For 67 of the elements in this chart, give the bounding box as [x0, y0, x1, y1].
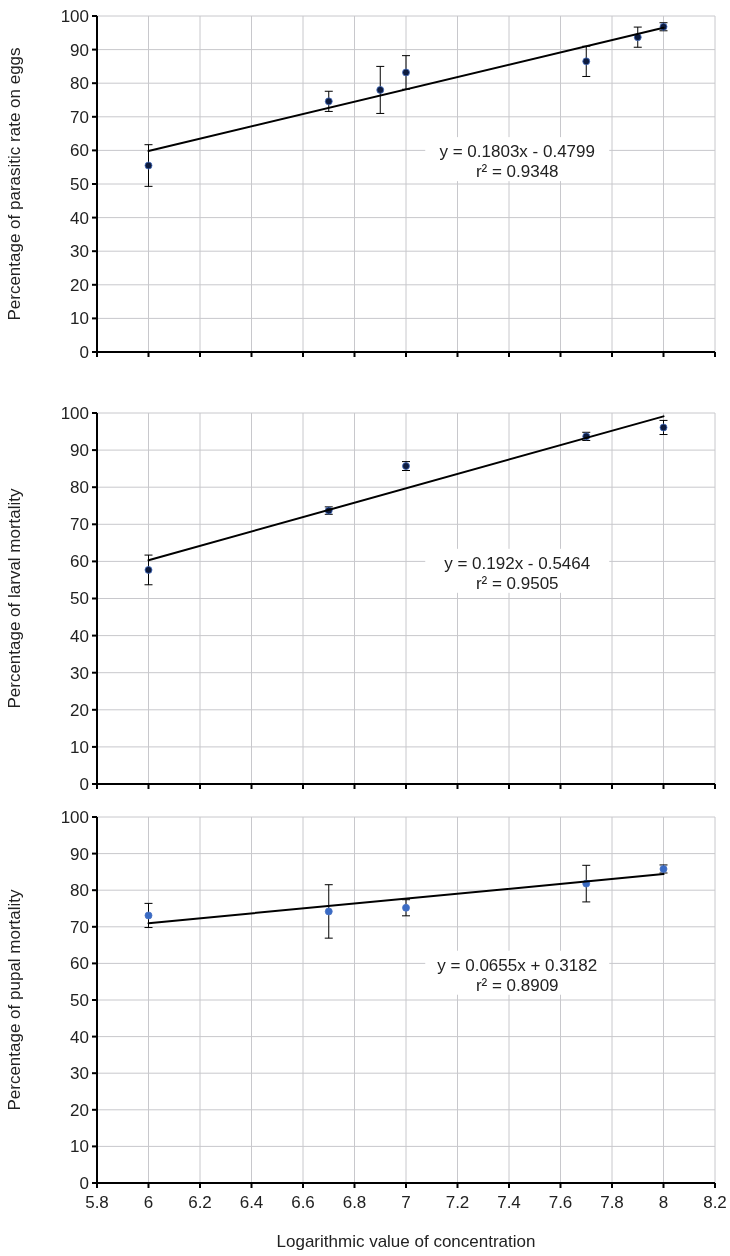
- y-tick-label: 30: [70, 663, 89, 683]
- x-tick-label: 8.2: [703, 1193, 727, 1212]
- annotation: y = 0.0655x + 0.3182: [437, 955, 598, 975]
- y-tick-label: 50: [70, 174, 89, 194]
- y-tick-label: 80: [70, 478, 89, 498]
- point: [402, 903, 410, 912]
- point: [144, 161, 153, 170]
- y-tick-label: 40: [70, 626, 89, 646]
- y-tick-label: 0: [79, 342, 89, 362]
- y-axis-title: Percentage of pupal mortality: [5, 888, 24, 1111]
- point: [582, 57, 591, 66]
- y-tick-label: 90: [70, 441, 89, 461]
- x-tick-label: 8: [658, 1193, 669, 1212]
- x-tick-label: 6.4: [239, 1193, 264, 1212]
- y-tick-label: 30: [70, 242, 89, 262]
- y-tick-label: 70: [70, 515, 89, 535]
- point: [376, 86, 385, 94]
- y-tick-label: 60: [70, 954, 89, 974]
- annotation: r² = 0.9505: [475, 573, 559, 593]
- point: [144, 566, 153, 574]
- y-tick-label: 10: [70, 737, 89, 757]
- x-tick-label: 7.6: [548, 1193, 573, 1212]
- x-tick-label: 7.8: [600, 1193, 624, 1212]
- x-tick-label: 6: [143, 1193, 154, 1212]
- y-tick-label: 10: [70, 309, 89, 329]
- y-axis-title: Percentage of parasitic rate on eggs: [5, 47, 24, 321]
- x-tick-label: 7.2: [445, 1193, 470, 1212]
- annotation: r² = 0.8909: [475, 975, 559, 995]
- y-tick-label: 90: [70, 844, 89, 864]
- y-tick-label: 20: [70, 1100, 89, 1120]
- y-tick-label: 30: [70, 1064, 89, 1084]
- annotation: y = 0.1803x - 0.4799: [439, 142, 595, 162]
- x-tick-label: 7: [401, 1193, 411, 1212]
- y-tick-label: 0: [79, 774, 89, 794]
- point: [144, 911, 153, 920]
- x-tick-label: 7.4: [497, 1193, 521, 1212]
- y-tick-label: 0: [79, 1173, 89, 1193]
- x-tick-label: 6.2: [188, 1193, 212, 1212]
- y-axis-title: Percentage of larval mortality: [5, 487, 24, 709]
- annotation: y = 0.192x - 0.5464: [444, 553, 591, 573]
- y-tick-label: 10: [70, 1137, 89, 1157]
- y-tick-label: 100: [60, 403, 89, 423]
- x-axis-title: Logarithmic value of concentration: [276, 1232, 536, 1251]
- point: [324, 907, 333, 916]
- y-tick-label: 90: [70, 40, 89, 60]
- y-tick-label: 80: [70, 881, 89, 901]
- x-tick-label: 5.8: [85, 1193, 109, 1212]
- y-tick-label: 50: [70, 990, 89, 1010]
- x-tick-label: 6.6: [291, 1193, 315, 1212]
- y-tick-label: 60: [70, 141, 89, 161]
- point: [633, 33, 642, 42]
- y-tick-label: 70: [70, 107, 89, 127]
- point: [402, 68, 410, 77]
- y-tick-label: 50: [70, 589, 89, 609]
- y-tick-label: 100: [60, 6, 89, 26]
- annotation: r² = 0.9348: [475, 162, 559, 182]
- y-tick-label: 70: [70, 917, 89, 937]
- x-tick-label: 6.8: [342, 1193, 367, 1212]
- y-tick-label: 40: [70, 1027, 89, 1047]
- y-tick-label: 100: [60, 807, 89, 827]
- point: [659, 423, 668, 432]
- y-tick-label: 40: [70, 208, 89, 228]
- y-tick-label: 20: [70, 700, 89, 720]
- y-tick-label: 20: [70, 275, 89, 295]
- y-tick-label: 80: [70, 74, 89, 94]
- y-tick-label: 60: [70, 552, 89, 572]
- point: [324, 97, 333, 106]
